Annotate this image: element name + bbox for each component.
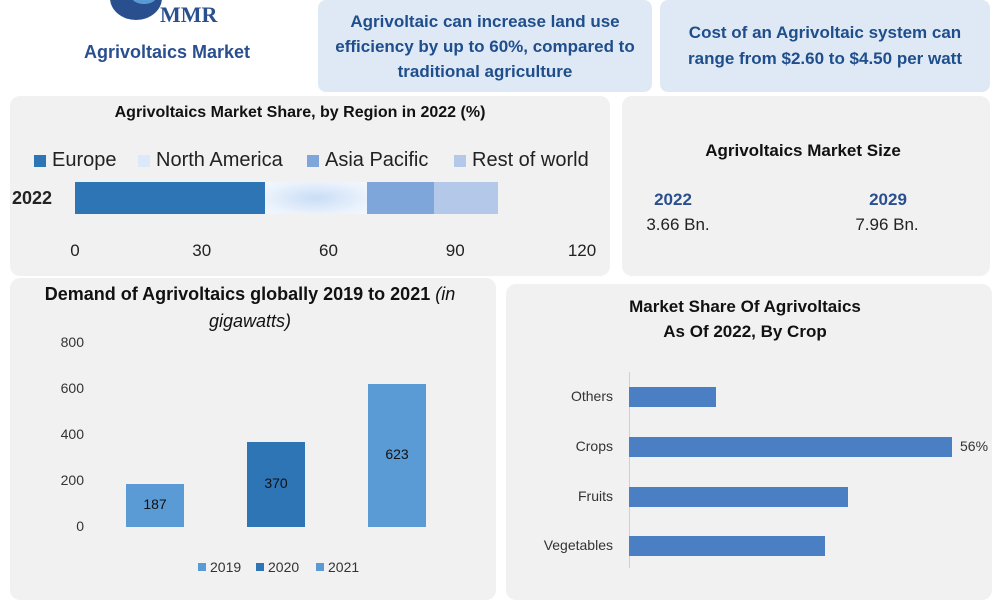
- legend-swatch-2019: [198, 563, 206, 571]
- legend-swatch-asia-pacific: [307, 154, 319, 167]
- crop-axis-line: [629, 372, 630, 568]
- crop-title-line2: As Of 2022, By Crop: [663, 322, 827, 341]
- x-tick-label: 60: [319, 241, 338, 260]
- legend-2019: 2019: [198, 559, 241, 575]
- y-tick-label: 400: [60, 426, 84, 442]
- y-tick-label: 200: [60, 472, 84, 488]
- crop-chart-title: Market Share Of Agrivoltaics As Of 2022,…: [560, 294, 930, 344]
- legend-swatch-2021: [316, 563, 324, 571]
- bar-2021: [368, 383, 426, 527]
- category-label-others: Others: [570, 388, 613, 404]
- legend-label-2019: 2019: [210, 559, 242, 575]
- bar-2020: [247, 441, 305, 527]
- category-label-crops: Crops: [575, 438, 613, 454]
- data-label-2019: 187: [143, 496, 167, 513]
- category-label-vegetables: Vegetables: [543, 537, 613, 553]
- crop-title-line1: Market Share Of Agrivoltaics: [629, 297, 861, 316]
- market-size-year-2022: 2022: [654, 190, 692, 209]
- y-tick-label: 0: [76, 518, 84, 534]
- market-size-year-2029: 2029: [869, 190, 907, 209]
- region-category-label: 2022: [12, 188, 53, 208]
- logo-icon: [110, 0, 162, 20]
- market-size-value-2029: 7.96 Bn.: [855, 215, 919, 234]
- page-title: Agrivoltaics Market: [83, 42, 251, 62]
- region-chart-title: Agrivoltaics Market Share, by Region in …: [114, 104, 486, 121]
- bar-north-america: [265, 182, 367, 214]
- legend-label-rest-of-world: Rest of world: [472, 149, 589, 171]
- bar-fruits: [629, 487, 849, 507]
- x-tick-label: 120: [567, 241, 597, 260]
- bar-crops: [629, 437, 952, 457]
- data-label-2021: 623: [385, 446, 409, 463]
- market-size-title: Agrivoltaics Market Size: [705, 141, 901, 160]
- y-tick-label: 800: [60, 334, 84, 350]
- bar-europe: [75, 182, 266, 214]
- legend-2020: 2020: [256, 559, 299, 575]
- legend-label-north-america: North America: [156, 149, 283, 171]
- legend-north-america: North America: [138, 149, 283, 172]
- legend-swatch-2020: [256, 563, 264, 571]
- legend-label-asia-pacific: Asia Pacific: [325, 149, 429, 171]
- fact-box-system-cost: Cost of an Agrivoltaic system can range …: [660, 0, 990, 92]
- fact-box-land-efficiency: Agrivoltaic can increase land use effici…: [318, 0, 652, 92]
- legend-swatch-north-america: [138, 154, 150, 167]
- data-label-2020: 370: [264, 475, 288, 492]
- x-tick-label: 0: [70, 241, 80, 260]
- legend-swatch-rest-of-world: [454, 154, 466, 167]
- bar-rest-of-world: [434, 182, 498, 214]
- legend-asia-pacific: Asia Pacific: [307, 149, 428, 172]
- demand-chart-title: Demand of Agrivoltaics globally 2019 to …: [40, 281, 460, 335]
- bar-vegetables: [629, 536, 826, 556]
- category-label-fruits: Fruits: [578, 488, 613, 504]
- bar-2019: [126, 483, 184, 527]
- y-tick-label: 600: [60, 380, 84, 396]
- legend-label-europe: Europe: [52, 149, 117, 171]
- fact-system-cost-text: Cost of an Agrivoltaic system can range …: [688, 23, 962, 68]
- fact-land-efficiency-text: Agrivoltaic can increase land use effici…: [335, 11, 635, 81]
- logo-text: MMR: [160, 2, 218, 27]
- data-label-crops: 56%: [960, 438, 989, 454]
- market-size-value-2022: 3.66 Bn.: [646, 215, 710, 234]
- legend-label-2021: 2021: [328, 559, 360, 575]
- demand-title-text: Demand of Agrivoltaics globally 2019 to …: [44, 284, 431, 304]
- market-size-panel: [622, 96, 990, 276]
- x-tick-label: 90: [445, 241, 465, 260]
- bar-others: [629, 387, 716, 407]
- x-tick-label: 30: [192, 241, 212, 260]
- bar-asia-pacific: [366, 182, 435, 214]
- legend-label-2020: 2020: [268, 559, 300, 575]
- legend-2021: 2021: [316, 559, 359, 575]
- demand-title-unit: (in gigawatts): [208, 284, 456, 331]
- legend-rest-of-world: Rest of world: [454, 149, 589, 172]
- legend-swatch-europe: [34, 154, 46, 167]
- legend-europe: Europe: [34, 149, 117, 172]
